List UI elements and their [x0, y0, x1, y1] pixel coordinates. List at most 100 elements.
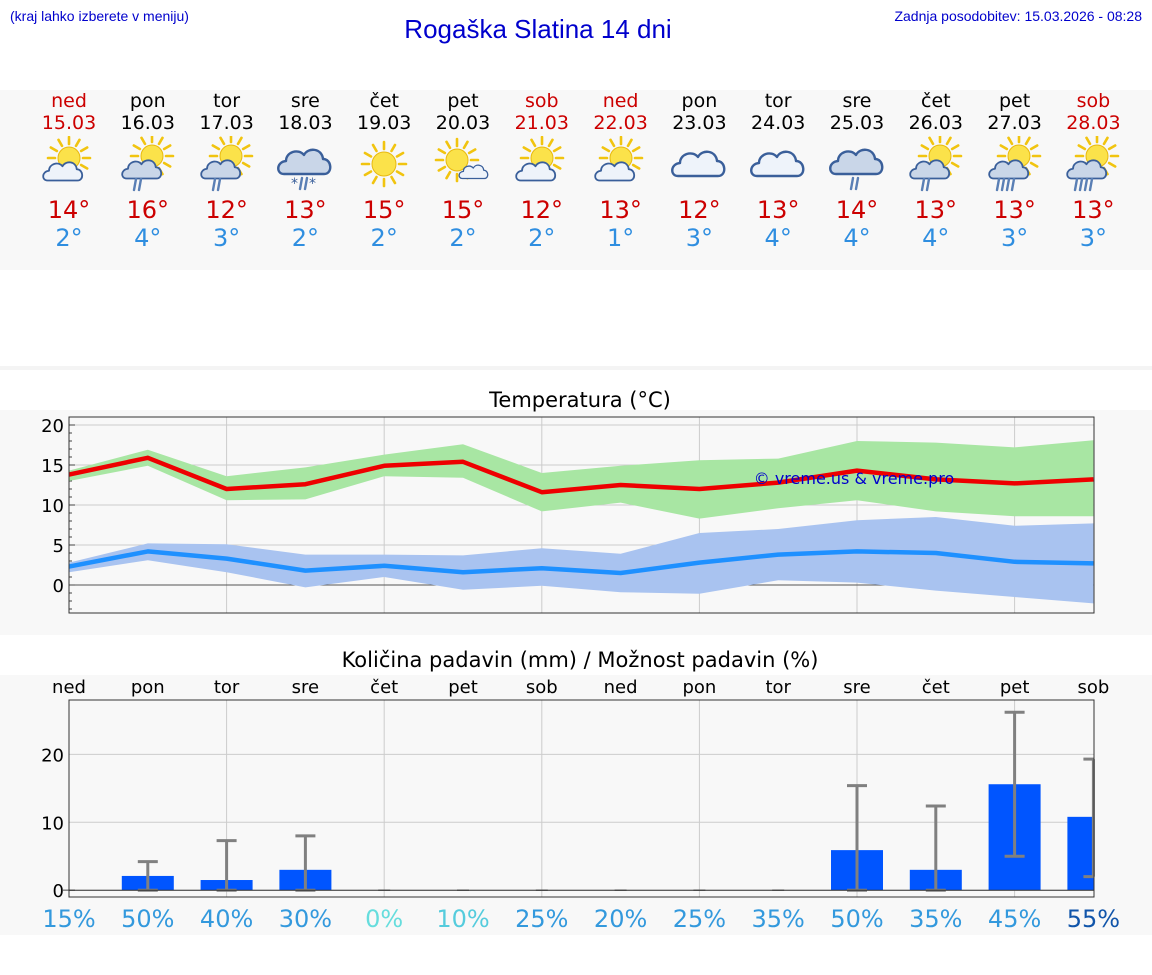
rain-probability: 35%: [909, 905, 962, 933]
day-forecast: sre 18.03 * * 13° 2°: [265, 90, 345, 252]
rain-day-label: sre: [843, 677, 870, 698]
sun-cloud-rain-icon: [121, 136, 175, 192]
daily-forecast-strip: ned 15.03 14° 2° pon 16.03 16° 4° tor 17.03 12° 3° s…: [0, 90, 1152, 270]
temp-max: 15°: [362, 196, 406, 224]
temp-ytick-label: 10: [41, 496, 64, 517]
temp-min: 2°: [449, 224, 477, 252]
day-name: ned: [602, 90, 639, 112]
rain-probability: 50%: [830, 905, 883, 933]
temp-max: 13°: [993, 196, 1036, 224]
rain-probability: 25%: [673, 905, 726, 933]
cloud-rain-snow-icon: * *: [277, 148, 332, 192]
temp-min: 3°: [1079, 224, 1108, 252]
sun-small-cloud-icon: [434, 137, 489, 183]
day-forecast: sob 28.03 13° 3°: [1053, 90, 1133, 252]
rain-probability: 15%: [42, 905, 95, 933]
day-date: 16.03: [120, 112, 175, 134]
day-date: 20.03: [435, 112, 491, 134]
day-name: sob: [1076, 90, 1111, 112]
temperature-chart: 0 5 10 15 20 © vreme.us & vreme.pro: [41, 416, 1095, 614]
day-name: tor: [764, 90, 792, 112]
day-name: sob: [525, 90, 559, 112]
day-name: čet: [369, 90, 399, 112]
day-forecast: sre 25.03 14° 4°: [817, 90, 897, 252]
day-name: pon: [681, 90, 718, 112]
day-date: 28.03: [1066, 112, 1121, 134]
temp-min: 2°: [291, 224, 320, 252]
rain-day-label: pon: [682, 677, 716, 698]
day-date: 18.03: [278, 112, 333, 134]
temp-min: 4°: [922, 224, 950, 252]
rain-day-label: pet: [448, 677, 478, 698]
temp-max: 14°: [835, 196, 879, 224]
temperature-plot-frame: [68, 416, 1095, 614]
rain-day-label: ned: [52, 677, 86, 698]
rain-probability: 10%: [436, 905, 489, 933]
day-name: pon: [129, 90, 166, 112]
day-date: 27.03: [987, 112, 1042, 134]
precipitation-chart-title: Količina padavin (mm) / Možnost padavin …: [341, 648, 819, 672]
sun-cloud-rain-icon: [909, 136, 963, 192]
temp-min: 3°: [1000, 224, 1029, 252]
temp-min: 2°: [370, 224, 398, 252]
day-date: 25.03: [829, 112, 885, 134]
temp-max: 12°: [678, 196, 721, 224]
precipitation-plot-frame: [68, 699, 1095, 898]
temp-min: 2°: [528, 224, 556, 252]
temp-min: 1°: [606, 224, 635, 252]
rain-ytick-label: 20: [41, 745, 64, 766]
day-forecast: čet 26.03 13° 4°: [896, 90, 976, 252]
rain-day-label: čet: [922, 677, 950, 698]
day-forecast: pon 16.03 16° 4°: [108, 90, 188, 252]
day-name: sre: [842, 90, 872, 112]
cloud-icon: [750, 150, 805, 178]
temp-max: 13°: [756, 196, 800, 224]
temp-min: 3°: [685, 224, 714, 252]
blank-area: [0, 270, 1152, 366]
temp-max: 12°: [205, 196, 248, 224]
day-forecast: tor 17.03 12° 3°: [187, 90, 267, 252]
temp-max: 13°: [284, 196, 327, 224]
temp-max: 13°: [1072, 196, 1115, 224]
day-name: sre: [290, 90, 320, 112]
min-temp-line: [68, 549, 1094, 576]
temp-min: 4°: [134, 224, 162, 252]
day-name: ned: [51, 90, 87, 112]
rain-ytick-label: 10: [41, 813, 64, 834]
watermark: © vreme.us & vreme.pro: [754, 469, 955, 488]
day-date: 15.03: [41, 112, 97, 134]
rain-probability: 45%: [988, 905, 1041, 933]
day-name: tor: [213, 90, 241, 112]
rain-bar: [1067, 816, 1094, 891]
rain-probability: 25%: [515, 905, 568, 933]
rain-day-label: sob: [1077, 677, 1109, 698]
day-forecast: pet 27.03 13° 3°: [975, 90, 1055, 252]
rain-day-label: pet: [1000, 677, 1030, 698]
day-date: 17.03: [199, 112, 254, 134]
temp-min: 2°: [55, 224, 83, 252]
rain-probability: 35%: [752, 905, 805, 933]
rain-probability: 55%: [1067, 905, 1120, 933]
sun-cloud-rain-icon: [199, 136, 253, 192]
cloud-rain-icon: [829, 148, 884, 191]
svg-text:*: *: [291, 176, 298, 192]
cloud-icon: [671, 150, 726, 178]
day-forecast: čet 19.03 15° 2°: [344, 90, 424, 252]
rain-probability: 50%: [121, 905, 174, 933]
day-date: 21.03: [514, 112, 569, 134]
rain-day-label: sre: [292, 677, 319, 698]
temp-min: 4°: [843, 224, 871, 252]
rain-day-label: sob: [526, 677, 558, 698]
menu-hint: (kraj lahko izberete v meniju): [10, 8, 189, 24]
precipitation-plot-area: [69, 700, 1094, 897]
rain-ytick-label: 0: [53, 881, 64, 902]
rain-day-label: ned: [604, 677, 638, 698]
rain-day-label: čet: [370, 677, 398, 698]
day-date: 23.03: [672, 112, 727, 134]
temp-ytick-label: 0: [53, 576, 64, 597]
temp-max: 14°: [47, 196, 91, 224]
temp-min: 3°: [212, 224, 241, 252]
sun-cloud-heavy-rain-icon: [987, 136, 1041, 192]
sun-cloud-icon: [42, 136, 92, 182]
precipitation-chart: ned pon tor sre čet pet sob ned pon tor sre čet pet s…: [41, 677, 1120, 933]
